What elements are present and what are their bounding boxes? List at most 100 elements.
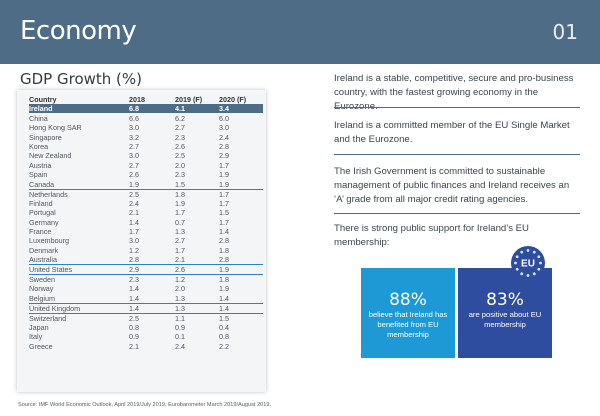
value-cell: 0.1: [175, 332, 185, 342]
table-row: Sweden 2.3 1.2 1.8: [29, 275, 263, 285]
value-cell: 6.6: [129, 113, 139, 123]
eu-star-icon: [526, 249, 530, 252]
country-cell: Japan: [29, 322, 49, 332]
value-cell: 0.4: [219, 322, 229, 332]
value-cell: 1.7: [175, 208, 185, 218]
value-cell: 1.9: [175, 198, 185, 208]
value-cell: 1.3: [175, 227, 185, 237]
column-header: 2019 (F): [175, 94, 203, 104]
value-cell: 1.3: [175, 302, 219, 314]
eu-star-icon: [515, 255, 519, 259]
value-cell: 1.4: [219, 302, 263, 314]
value-cell: 2.6: [175, 141, 185, 151]
stat-card-benefited: 88% believe that Ireland has benefited f…: [361, 268, 455, 358]
table-row: Denmark 1.2 1.7 1.8: [29, 246, 263, 255]
value-cell: 1.4: [129, 217, 139, 227]
value-cell: 6.0: [219, 113, 229, 123]
country-cell: Singapore: [29, 132, 62, 142]
value-cell: 1.8: [219, 275, 229, 285]
eu-star-icon: [539, 261, 542, 265]
value-cell: 2.6: [175, 264, 219, 276]
eu-badge-label: EU: [521, 259, 535, 270]
country-cell: Sweden: [29, 275, 55, 285]
country-cell: Denmark: [29, 245, 59, 255]
column-header: 2020 (F): [219, 94, 247, 104]
gdp-table: Country 2018 2019 (F) 2020 (F) Ireland 6.…: [29, 94, 263, 351]
stat-percent: 83%: [486, 290, 524, 310]
value-cell: 0.8: [219, 332, 229, 342]
value-cell: 2.7: [175, 236, 185, 246]
eu-star-icon: [532, 272, 536, 276]
country-cell: Luxembourg: [29, 236, 69, 246]
value-cell: 2.0: [175, 284, 185, 294]
source-footnote: Source: IMF World Economic Outlook, Apri…: [18, 402, 271, 408]
country-cell: Switzerland: [29, 313, 67, 323]
table-row: Australia 2.8 2.1 2.8: [29, 255, 263, 265]
country-cell: Belgium: [29, 293, 55, 303]
column-header: 2018: [129, 94, 145, 104]
value-cell: 1.1: [175, 313, 185, 323]
value-cell: 1.7: [175, 245, 185, 255]
stat-description: believe that Ireland has benefited from …: [368, 310, 448, 339]
country-cell: Greece: [29, 341, 53, 351]
country-cell: France: [29, 227, 52, 237]
value-cell: 6.2: [175, 113, 185, 123]
value-cell: 2.2: [219, 341, 229, 351]
value-cell: 1.5: [175, 179, 219, 190]
table-row: Austria 2.7 2.0 1.7: [29, 161, 263, 170]
value-cell: 1.2: [175, 275, 185, 285]
eu-star-icon: [520, 250, 524, 254]
country-cell: Netherlands: [29, 189, 68, 199]
value-cell: 1.9: [219, 170, 229, 180]
value-cell: 2.8: [219, 236, 229, 246]
page-number: 01: [552, 20, 578, 44]
value-cell: 1.4: [219, 227, 229, 237]
value-cell: 3.0: [219, 123, 229, 133]
country-cell: Austria: [29, 160, 52, 170]
value-cell: 1.7: [219, 217, 229, 227]
value-cell: 2.3: [175, 170, 185, 180]
country-cell: China: [29, 113, 48, 123]
value-cell: 4.1: [175, 104, 219, 114]
value-cell: 1.7: [129, 227, 139, 237]
table-row: Belgium 1.4 1.3 1.4: [29, 294, 263, 304]
table-row: United States 2.9 2.6 1.9: [29, 264, 263, 276]
value-cell: 6.8: [129, 104, 175, 114]
country-cell: New Zealand: [29, 151, 72, 161]
value-cell: 2.4: [175, 341, 185, 351]
value-cell: 1.9: [219, 179, 263, 190]
country-cell: Hong Kong SAR: [29, 123, 82, 133]
value-cell: 3.0: [129, 151, 139, 161]
country-cell: Korea: [29, 141, 49, 151]
value-cell: 1.7: [219, 198, 229, 208]
eu-star-icon: [520, 272, 524, 276]
country-cell: Germany: [29, 217, 59, 227]
value-cell: 2.7: [129, 141, 139, 151]
table-row: France 1.7 1.3 1.4: [29, 227, 263, 236]
value-cell: 2.8: [219, 141, 229, 151]
table-row: Korea 2.7 2.6 2.8: [29, 142, 263, 151]
value-cell: 2.9: [129, 264, 175, 276]
eu-star-icon: [537, 255, 541, 259]
statement-stable-economy: Ireland is a stable, competitive, secure…: [334, 73, 574, 112]
value-cell: 2.1: [129, 341, 139, 351]
table-row: Switzerland 2.5 1.1 1.5: [29, 313, 263, 323]
country-cell: Portugal: [29, 208, 56, 218]
value-cell: 2.8: [219, 255, 229, 265]
value-cell: 2.6: [129, 170, 139, 180]
table-row: Spain 2.6 2.3 1.9: [29, 170, 263, 179]
country-cell: United Kingdom: [29, 302, 129, 314]
page-title: Economy: [20, 16, 137, 46]
value-cell: 1.4: [129, 293, 139, 303]
table-row: Singapore 3.2 2.3 2.4: [29, 132, 263, 142]
country-cell: Spain: [29, 170, 48, 180]
eu-star-icon: [514, 261, 517, 265]
value-cell: 2.5: [129, 313, 139, 323]
eu-star-icon: [515, 267, 519, 271]
value-cell: 0.9: [175, 322, 185, 332]
statement-public-support: There is strong public support for Irela…: [334, 223, 529, 248]
value-cell: 1.8: [175, 189, 185, 199]
value-cell: 3.0: [129, 236, 139, 246]
value-cell: 1.9: [219, 284, 229, 294]
value-cell: 2.0: [175, 160, 185, 170]
